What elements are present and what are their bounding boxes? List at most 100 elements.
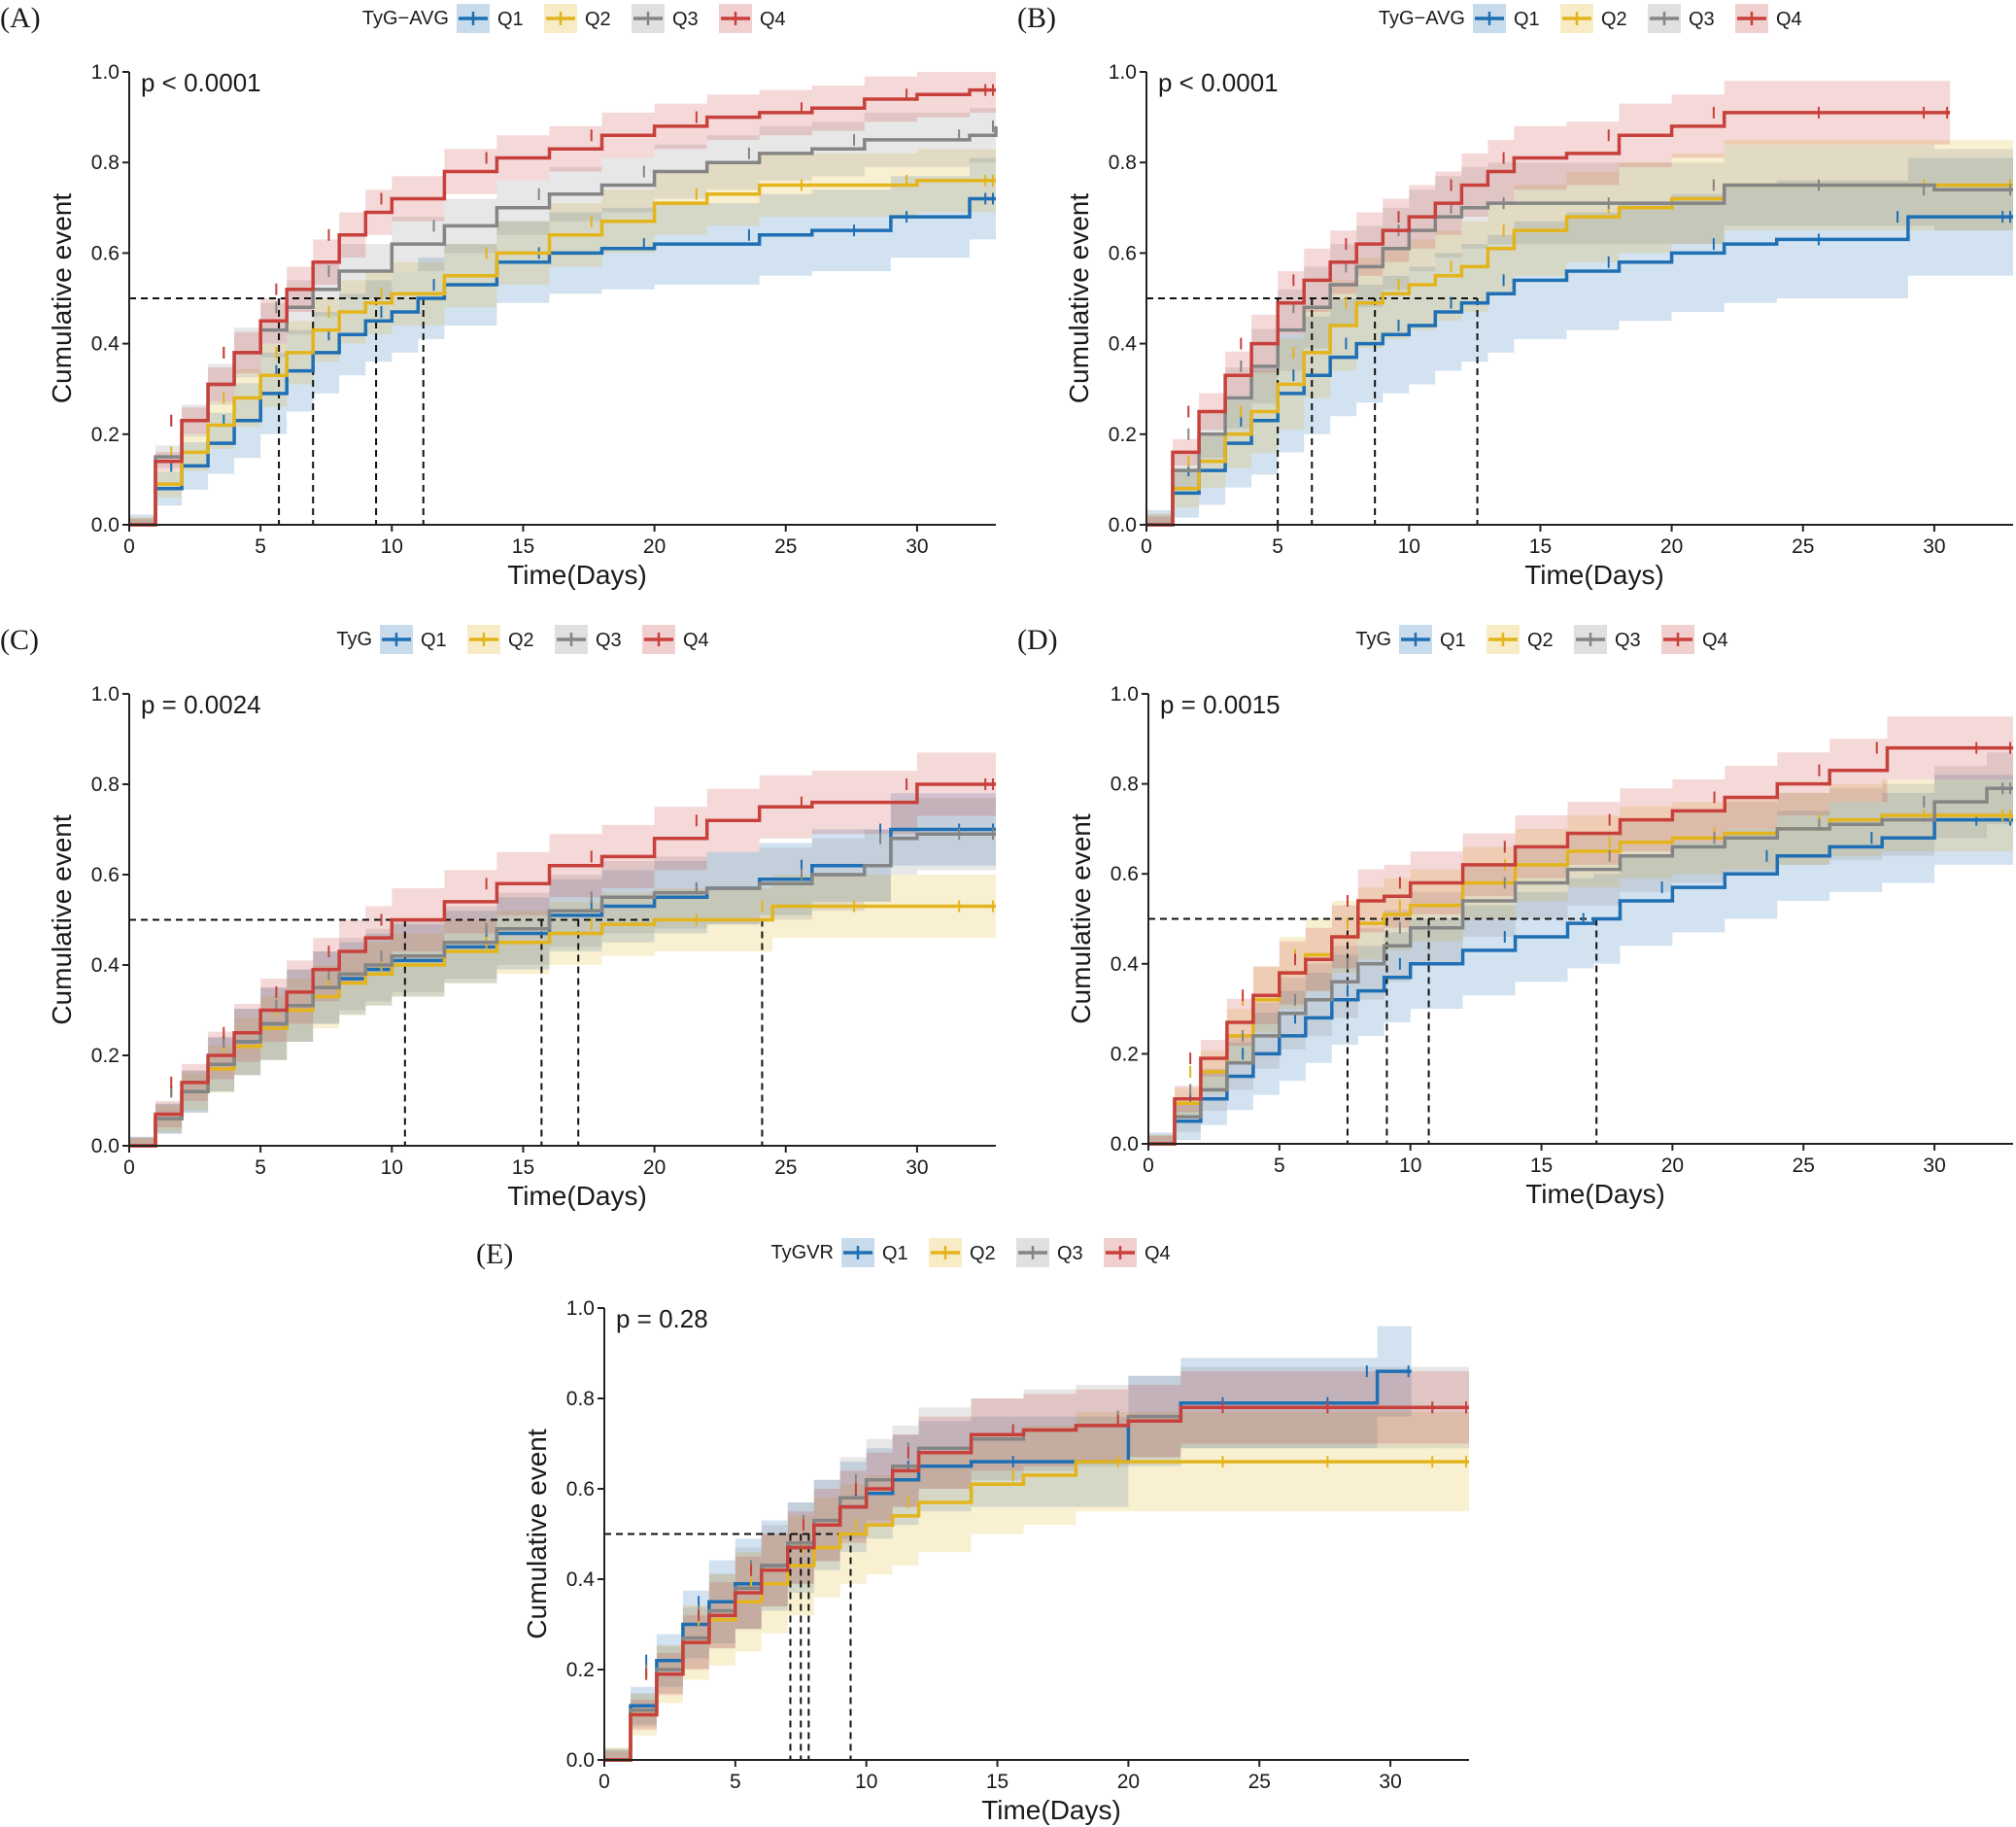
x-tick-label: 0 — [1143, 1155, 1154, 1177]
legend-item-q2: Q2 — [1486, 625, 1554, 654]
legend-label: Q3 — [672, 9, 699, 30]
x-tick-label: 25 — [1792, 535, 1814, 558]
y-tick-label: 1.0 — [566, 1297, 595, 1320]
y-axis-title: Cumulative event — [47, 193, 77, 404]
y-tick-label: 0.6 — [91, 864, 120, 886]
km-curve-q2 — [129, 179, 996, 527]
y-tick-label: 0.6 — [566, 1478, 595, 1500]
x-tick-label: 5 — [1272, 535, 1283, 558]
y-tick-label: 1.0 — [1109, 61, 1137, 84]
ci-band-q3 — [1148, 752, 2013, 1144]
legend-label: Q3 — [596, 630, 622, 651]
x-tick-label: 15 — [512, 1156, 534, 1179]
legend-label: Q4 — [1145, 1243, 1171, 1264]
y-tick-label: 0.2 — [91, 1045, 120, 1067]
ci-band-q4 — [1146, 81, 1951, 526]
legend-item-q2: Q2 — [544, 4, 611, 33]
ci-band-q4 — [129, 752, 996, 1146]
legend-item-q3: Q3 — [632, 4, 699, 33]
x-tick-label: 15 — [1530, 1155, 1553, 1177]
x-tick-label: 5 — [255, 535, 266, 558]
y-tick-label: 0.8 — [91, 774, 120, 796]
legend-label: Q4 — [1776, 9, 1802, 30]
ci-band-q1 — [129, 157, 996, 525]
km-curve-q1 — [129, 196, 996, 527]
km-curve-q4 — [129, 782, 996, 1148]
legend-item-q3: Q3 — [1016, 1238, 1083, 1267]
x-tick-label: 10 — [381, 535, 403, 558]
ci-band-q4 — [129, 72, 996, 525]
x-axis-title: Time(Days) — [981, 1795, 1121, 1825]
x-tick-label: 5 — [255, 1156, 266, 1179]
y-tick-label: 0.4 — [566, 1568, 596, 1591]
median-lines — [604, 1533, 852, 1760]
legend-item-q3: Q3 — [555, 625, 622, 654]
x-tick-label: 30 — [1923, 535, 1945, 558]
y-tick-label: 0.6 — [1111, 863, 1139, 885]
legend-item-q1: Q1 — [1473, 4, 1540, 33]
y-axis-title: Cumulative event — [47, 814, 77, 1025]
km-curve-q4 — [1146, 111, 1951, 527]
legend-item-q2: Q2 — [467, 625, 534, 654]
p-value-label: p = 0.0015 — [1160, 690, 1281, 719]
legend-title: TyG−AVG — [1379, 8, 1465, 29]
legend-label: Q2 — [1527, 630, 1554, 651]
y-tick-label: 0.2 — [1111, 1043, 1139, 1065]
x-axis-title: Time(Days) — [507, 1181, 647, 1211]
x-tick-label: 25 — [1248, 1771, 1271, 1793]
x-tick-label: 0 — [598, 1771, 610, 1793]
y-tick-label: 0.6 — [91, 242, 120, 264]
legend-label: Q2 — [1601, 9, 1627, 30]
x-tick-label: 20 — [1117, 1771, 1140, 1793]
median-lines — [1148, 917, 1598, 1144]
x-tick-label: 20 — [643, 535, 666, 558]
y-tick-label: 0.0 — [91, 1135, 120, 1157]
ci-band-q1 — [1146, 157, 2013, 525]
ci-band-q1 — [1148, 775, 2013, 1144]
legend-title: TyG — [1355, 629, 1391, 650]
km-panel-c: (C) TyG Q1 Q2 Q3 Q4 0 5 10 15 20 25 30 0.0 0.2 0.4 0.6 0.… — [0, 624, 996, 1211]
legend-label: Q4 — [760, 9, 786, 30]
legend-item-q1: Q1 — [1399, 625, 1466, 654]
legend: TyGVR Q1 Q2 Q3 Q4 — [771, 1238, 1171, 1267]
x-tick-label: 5 — [1274, 1155, 1285, 1177]
legend-item-q3: Q3 — [1648, 4, 1715, 33]
legend-label: Q2 — [585, 9, 611, 30]
x-tick-label: 0 — [123, 1156, 135, 1179]
legend-label: Q3 — [1615, 630, 1641, 651]
x-tick-label: 25 — [774, 535, 797, 558]
ci-band-q1 — [129, 793, 996, 1146]
legend-label: Q3 — [1689, 9, 1715, 30]
legend-item-q3: Q3 — [1574, 625, 1641, 654]
legend-item-q1: Q1 — [380, 625, 447, 654]
legend-item-q1: Q1 — [841, 1238, 908, 1267]
x-tick-label: 25 — [774, 1156, 797, 1179]
ci-band-q2 — [604, 1412, 1469, 1760]
x-tick-label: 10 — [381, 1156, 403, 1179]
y-axis-title: Cumulative event — [1066, 813, 1096, 1024]
legend-title: TyGVR — [771, 1242, 834, 1263]
legend: TyG−AVG Q1 Q2 Q3 Q4 — [1379, 4, 1802, 33]
y-tick-label: 0.8 — [1111, 774, 1139, 796]
km-curve-q3 — [1146, 183, 2013, 527]
x-tick-label: 15 — [512, 535, 534, 558]
y-tick-label: 0.2 — [1109, 424, 1137, 446]
y-tick-label: 0.8 — [91, 152, 120, 174]
x-tick-label: 25 — [1793, 1155, 1815, 1177]
legend-label: Q1 — [1440, 630, 1466, 651]
legend-label: Q4 — [683, 630, 709, 651]
y-tick-label: 0.4 — [1111, 953, 1140, 976]
km-panel-e: (E) TyGVR Q1 Q2 Q3 Q4 0 5 10 15 20 25 30 0.0 0.2 0.4 0.6… — [476, 1238, 1469, 1825]
x-tick-label: 10 — [1399, 1155, 1421, 1177]
p-value-label: p = 0.0024 — [141, 690, 261, 719]
legend: TyG Q1 Q2 Q3 Q4 — [336, 625, 709, 654]
legend-item-q4: Q4 — [1104, 1238, 1171, 1267]
x-axis-title: Time(Days) — [507, 560, 647, 590]
panel-label: (C) — [0, 624, 39, 656]
y-tick-label: 0.2 — [566, 1659, 595, 1681]
panel-label: (A) — [0, 2, 41, 34]
x-tick-label: 15 — [986, 1771, 1008, 1793]
x-tick-label: 30 — [1379, 1771, 1401, 1793]
legend-label: Q1 — [882, 1243, 908, 1264]
km-curve-q1 — [1148, 817, 2013, 1146]
